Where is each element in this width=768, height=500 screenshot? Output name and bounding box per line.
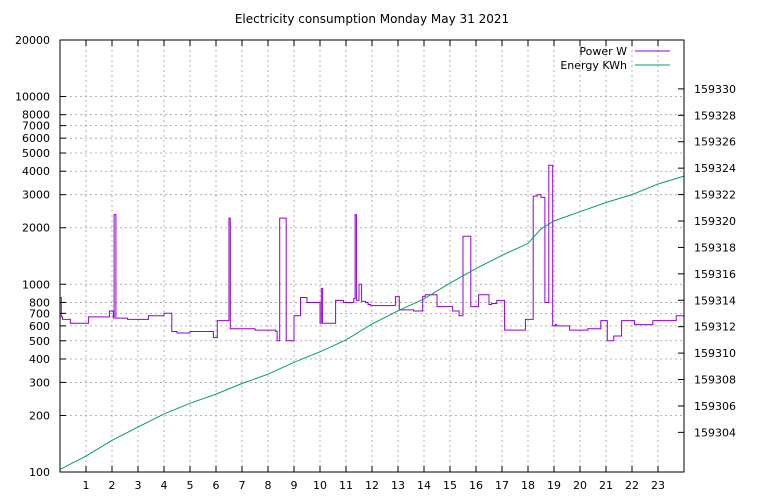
x-tick-label: 10 [313, 479, 327, 492]
x-tick-label: 20 [573, 479, 587, 492]
x-tick-label: 1 [83, 479, 90, 492]
y-left-tick-label: 600 [29, 320, 50, 333]
x-tick-label: 18 [521, 479, 535, 492]
y-left-tick-label: 800 [29, 296, 50, 309]
y-left-tick-label: 8000 [22, 109, 50, 122]
y-right-tick-label: 159308 [694, 374, 736, 387]
x-tick-label: 19 [547, 479, 561, 492]
y-left-tick-label: 1000 [22, 278, 50, 291]
x-tick-label: 14 [417, 479, 431, 492]
grid [60, 39, 684, 473]
y-right-tick-label: 159314 [694, 294, 736, 307]
x-tick-label: 3 [135, 479, 142, 492]
legend-label: Energy KWh [560, 59, 627, 72]
x-tick-label: 11 [339, 479, 353, 492]
y-left-tick-label: 3000 [22, 189, 50, 202]
y-right-tick-label: 159312 [694, 321, 736, 334]
x-tick-label: 13 [391, 479, 405, 492]
y-right-tick-label: 159304 [694, 426, 736, 439]
x-tick-label: 22 [625, 479, 639, 492]
x-tick-label: 16 [469, 479, 483, 492]
x-tick-label: 15 [443, 479, 457, 492]
x-tick-label: 8 [265, 479, 272, 492]
y-left-tick-label: 6000 [22, 132, 50, 145]
y-right-tick-label: 159328 [694, 109, 736, 122]
y-left-tick-label: 2000 [22, 222, 50, 235]
series-line-energy [59, 175, 685, 470]
x-tick-label: 9 [291, 479, 298, 492]
x-tick-label: 23 [651, 479, 665, 492]
y-left-tick-label: 200 [29, 409, 50, 422]
x-tick-label: 2 [109, 479, 116, 492]
y-right-tick-label: 159306 [694, 400, 736, 413]
y-left-tick-label: 100 [29, 466, 50, 479]
x-tick-label: 5 [187, 479, 194, 492]
series-line-power [60, 164, 684, 342]
x-tick-label: 17 [495, 479, 509, 492]
y-left-tick-label: 4000 [22, 165, 50, 178]
y-left-tick-label: 7000 [22, 120, 50, 133]
axes: 1 2 3 4 5 6 7 8 9 10 11 12 13 14 15 16 17 18 19 20 21 22 23100… [15, 34, 736, 492]
y-right-tick-label: 159320 [694, 215, 736, 228]
y-right-tick-label: 159310 [694, 347, 736, 360]
legend-label: Power W [579, 45, 627, 58]
y-left-tick-label: 20000 [15, 34, 50, 47]
x-tick-label: 7 [239, 479, 246, 492]
x-tick-label: 12 [365, 479, 379, 492]
y-left-tick-label: 10000 [15, 91, 50, 104]
y-right-tick-label: 159330 [694, 83, 736, 96]
y-left-tick-label: 300 [29, 376, 50, 389]
series-layer [59, 164, 685, 470]
y-left-tick-label: 400 [29, 353, 50, 366]
x-tick-label: 6 [213, 479, 220, 492]
y-left-tick-label: 700 [29, 307, 50, 320]
y-right-tick-label: 159322 [694, 189, 736, 202]
chart-title: Electricity consumption Monday May 31 20… [235, 12, 509, 26]
x-tick-label: 4 [161, 479, 168, 492]
y-left-tick-label: 500 [29, 335, 50, 348]
y-right-tick-label: 159318 [694, 241, 736, 254]
x-tick-label: 21 [599, 479, 613, 492]
y-right-tick-label: 159324 [694, 162, 736, 175]
y-right-tick-label: 159316 [694, 268, 736, 281]
y-right-tick-label: 159326 [694, 136, 736, 149]
y-left-tick-label: 5000 [22, 147, 50, 160]
